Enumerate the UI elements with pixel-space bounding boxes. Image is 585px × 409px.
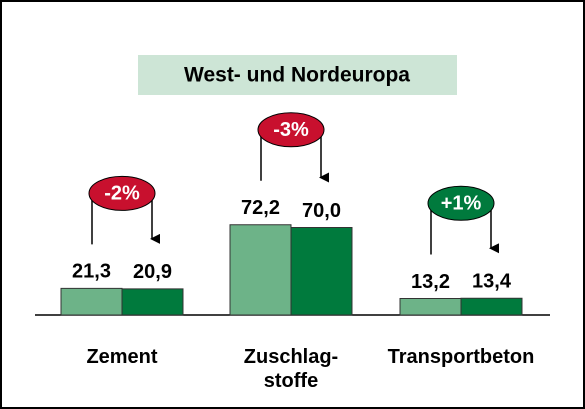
category-label: Transportbeton xyxy=(387,346,535,368)
category-label: Zement xyxy=(86,346,158,368)
value-label: 13,4 xyxy=(472,271,512,293)
value-label: 72,2 xyxy=(241,197,280,219)
category-label: Zuschlag- stoffe xyxy=(243,346,339,392)
bar xyxy=(121,288,184,316)
bar xyxy=(399,298,462,316)
value-label: 13,2 xyxy=(411,271,450,293)
change-badge xyxy=(427,185,495,221)
change-label: -2% xyxy=(104,183,140,205)
change-label: -3% xyxy=(273,119,309,141)
bar xyxy=(290,227,353,316)
title-box xyxy=(138,55,457,95)
value-label: 70,0 xyxy=(302,200,341,222)
bar xyxy=(460,297,523,316)
bar xyxy=(229,224,292,316)
change-badge xyxy=(257,112,325,148)
change-label: +1% xyxy=(441,193,482,215)
change-badge xyxy=(88,175,156,211)
bar xyxy=(60,287,123,316)
chart-title: West- und Nordeuropa xyxy=(184,64,410,87)
value-label: 20,9 xyxy=(133,261,172,283)
value-label: 21,3 xyxy=(72,261,111,283)
